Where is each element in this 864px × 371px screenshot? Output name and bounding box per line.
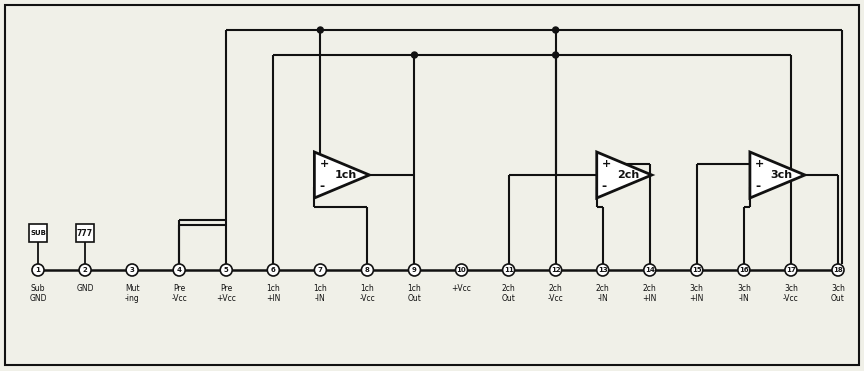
- Circle shape: [317, 27, 323, 33]
- Circle shape: [503, 264, 515, 276]
- Circle shape: [173, 264, 185, 276]
- Text: 8: 8: [365, 267, 370, 273]
- Text: 16: 16: [739, 267, 749, 273]
- Circle shape: [126, 264, 138, 276]
- Text: +Vcc: +Vcc: [452, 284, 472, 293]
- Circle shape: [550, 264, 562, 276]
- Circle shape: [455, 264, 467, 276]
- Text: 1: 1: [35, 267, 41, 273]
- Text: Pre
-Vcc: Pre -Vcc: [171, 284, 187, 303]
- Circle shape: [785, 264, 797, 276]
- Text: 10: 10: [457, 267, 467, 273]
- Text: -: -: [601, 180, 607, 193]
- Text: 17: 17: [786, 267, 796, 273]
- Text: SUB: SUB: [30, 230, 46, 236]
- Polygon shape: [314, 152, 370, 198]
- Circle shape: [738, 264, 750, 276]
- Text: GND: GND: [76, 284, 94, 293]
- Text: -: -: [755, 180, 760, 193]
- Circle shape: [832, 264, 844, 276]
- Text: -: -: [320, 180, 325, 193]
- Text: 13: 13: [598, 267, 607, 273]
- Text: 1ch
-Vcc: 1ch -Vcc: [359, 284, 375, 303]
- Text: 5: 5: [224, 267, 229, 273]
- Bar: [29, 224, 47, 242]
- Circle shape: [220, 264, 232, 276]
- Text: +: +: [755, 158, 764, 168]
- Text: Mut
-ing: Mut -ing: [124, 284, 139, 303]
- Text: 777: 777: [77, 229, 93, 237]
- Bar: [76, 224, 94, 242]
- Text: 3ch
-Vcc: 3ch -Vcc: [783, 284, 799, 303]
- Text: 2: 2: [83, 267, 87, 273]
- Text: 2ch: 2ch: [617, 170, 639, 180]
- Text: 1ch
Out: 1ch Out: [408, 284, 422, 303]
- Circle shape: [597, 264, 609, 276]
- Text: 3: 3: [130, 267, 135, 273]
- Text: 4: 4: [176, 267, 181, 273]
- Text: 15: 15: [692, 267, 702, 273]
- Circle shape: [644, 264, 656, 276]
- Text: 3ch
Out: 3ch Out: [831, 284, 845, 303]
- Circle shape: [32, 264, 44, 276]
- Text: 1ch
+IN: 1ch +IN: [266, 284, 281, 303]
- Circle shape: [691, 264, 702, 276]
- Text: 7: 7: [318, 267, 323, 273]
- Text: 12: 12: [551, 267, 561, 273]
- Text: +: +: [320, 158, 328, 168]
- Text: 11: 11: [504, 267, 513, 273]
- Polygon shape: [597, 152, 651, 198]
- Circle shape: [79, 264, 91, 276]
- Text: +: +: [601, 158, 611, 168]
- Polygon shape: [750, 152, 805, 198]
- Text: 14: 14: [645, 267, 655, 273]
- Circle shape: [314, 264, 327, 276]
- Circle shape: [361, 264, 373, 276]
- Circle shape: [409, 264, 421, 276]
- Text: 3ch
+IN: 3ch +IN: [689, 284, 704, 303]
- Circle shape: [553, 27, 559, 33]
- Circle shape: [553, 52, 559, 58]
- Text: 18: 18: [833, 267, 843, 273]
- Text: 1ch: 1ch: [334, 170, 357, 180]
- Text: 9: 9: [412, 267, 417, 273]
- Text: 1ch
-IN: 1ch -IN: [314, 284, 327, 303]
- Text: 6: 6: [271, 267, 276, 273]
- Text: 3ch: 3ch: [771, 170, 792, 180]
- Circle shape: [411, 52, 417, 58]
- Text: 3ch
-IN: 3ch -IN: [737, 284, 751, 303]
- Text: 2ch
Out: 2ch Out: [502, 284, 516, 303]
- Text: 2ch
-IN: 2ch -IN: [596, 284, 610, 303]
- Text: Sub
GND: Sub GND: [29, 284, 47, 303]
- Text: 2ch
+IN: 2ch +IN: [643, 284, 657, 303]
- Circle shape: [267, 264, 279, 276]
- Text: Pre
+Vcc: Pre +Vcc: [216, 284, 236, 303]
- Text: 2ch
-Vcc: 2ch -Vcc: [548, 284, 563, 303]
